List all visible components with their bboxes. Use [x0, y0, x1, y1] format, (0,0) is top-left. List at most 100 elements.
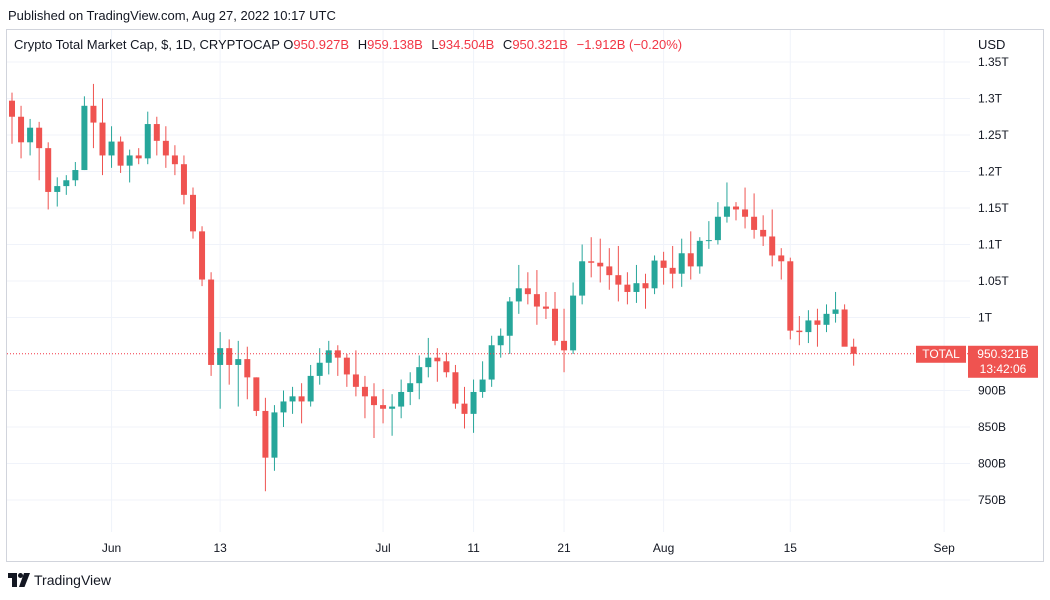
- candle-body: [380, 405, 387, 409]
- candle-body: [452, 372, 459, 404]
- candle: [533, 270, 540, 325]
- currency-label[interactable]: USD: [978, 37, 1006, 52]
- symbol-tag-bg: [916, 345, 966, 363]
- candle-body: [669, 267, 676, 274]
- candle-body: [660, 260, 667, 268]
- candle: [470, 379, 477, 433]
- candle-body: [615, 275, 622, 285]
- candle-body: [696, 240, 703, 267]
- candle: [624, 272, 631, 305]
- candle: [389, 394, 396, 436]
- candle: [814, 308, 821, 347]
- candle: [371, 383, 377, 438]
- candle-body: [343, 357, 350, 375]
- grid: [7, 30, 970, 532]
- open-key: O: [283, 37, 294, 52]
- price-tag-bg: [968, 345, 1038, 378]
- candle: [461, 386, 468, 429]
- candle-body: [570, 295, 577, 351]
- candle-body: [470, 391, 477, 414]
- tradingview-logo-icon: [8, 573, 30, 587]
- candle: [407, 372, 414, 406]
- candle: [27, 118, 34, 156]
- high-value: 959.138B: [367, 37, 423, 52]
- candle-body: [307, 375, 314, 402]
- candle: [298, 383, 305, 424]
- candle: [443, 352, 450, 378]
- candle: [751, 193, 758, 239]
- candle-body: [651, 260, 658, 289]
- candle-body: [597, 262, 604, 267]
- candle: [135, 148, 142, 165]
- candle: [787, 257, 794, 340]
- candle: [361, 375, 368, 419]
- chart-frame: [6, 29, 1044, 562]
- candle: [217, 332, 224, 409]
- candle-body: [54, 186, 61, 192]
- candle-body: [298, 396, 305, 402]
- candle: [253, 377, 260, 417]
- candle-body: [325, 350, 332, 363]
- candle: [190, 187, 196, 239]
- candle: [63, 175, 70, 195]
- candle: [45, 142, 52, 210]
- candle-body: [208, 279, 215, 365]
- candle: [850, 338, 857, 366]
- candle-body: [823, 313, 830, 325]
- candle: [760, 215, 767, 246]
- y-tick-label: 1.35T: [978, 55, 1009, 69]
- symbol-legend: Crypto Total Market Cap, $, 1D, CRYPTOCA…: [14, 37, 687, 52]
- candle: [687, 231, 694, 280]
- candle-body: [316, 362, 323, 376]
- symbol-tag-label: TOTAL: [922, 347, 960, 361]
- x-axis-labels: Jun 13 Jul 11 21 Aug 15 Sep: [102, 541, 955, 555]
- candle-body: [18, 116, 25, 143]
- candles: [9, 83, 857, 492]
- candle-body: [552, 308, 558, 341]
- candle: [153, 116, 160, 156]
- candle: [72, 162, 79, 187]
- candle: [723, 182, 730, 223]
- symbol-title: Crypto Total Market Cap, $, 1D, CRYPTOCA…: [14, 37, 280, 52]
- candle: [642, 273, 649, 309]
- candle: [705, 221, 712, 249]
- candle: [416, 355, 423, 400]
- candle: [714, 202, 721, 245]
- candle: [262, 397, 269, 492]
- candle-body: [723, 206, 730, 217]
- candle-body: [841, 309, 848, 347]
- candle: [108, 126, 115, 168]
- price-tag-countdown: 13:42:06: [980, 362, 1027, 376]
- candle-body: [153, 124, 160, 141]
- y-tick-label: 750B: [978, 493, 1006, 507]
- x-tick-label: Jul: [375, 541, 390, 555]
- candle-body: [235, 359, 242, 365]
- candle: [180, 155, 187, 205]
- candle-body: [542, 306, 549, 309]
- change-value: −1.912B (−0.20%): [576, 37, 683, 52]
- candle-body: [253, 377, 260, 411]
- candle-body: [280, 401, 287, 413]
- candle: [615, 245, 622, 302]
- candle: [271, 405, 278, 471]
- candle-body: [180, 164, 187, 195]
- candle: [542, 291, 549, 319]
- candle-body: [352, 374, 359, 387]
- candle: [769, 209, 776, 267]
- y-tick-label: 1.3T: [978, 92, 1003, 106]
- candle: [144, 111, 151, 165]
- candle: [651, 255, 658, 295]
- candle: [343, 354, 350, 387]
- candle: [660, 251, 667, 285]
- tradingview-brand[interactable]: TradingView: [8, 572, 111, 588]
- candle-body: [733, 206, 739, 210]
- candle-body: [425, 357, 432, 368]
- open-value: 950.927B: [293, 37, 350, 52]
- candle-body: [398, 391, 405, 407]
- candle-body: [226, 348, 233, 365]
- candle: [99, 98, 106, 176]
- candle-body: [714, 216, 721, 241]
- candle: [479, 361, 486, 398]
- candle-body: [162, 140, 169, 156]
